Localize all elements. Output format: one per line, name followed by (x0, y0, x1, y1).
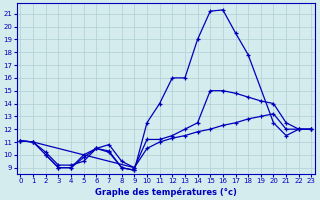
X-axis label: Graphe des températures (°c): Graphe des températures (°c) (95, 187, 237, 197)
